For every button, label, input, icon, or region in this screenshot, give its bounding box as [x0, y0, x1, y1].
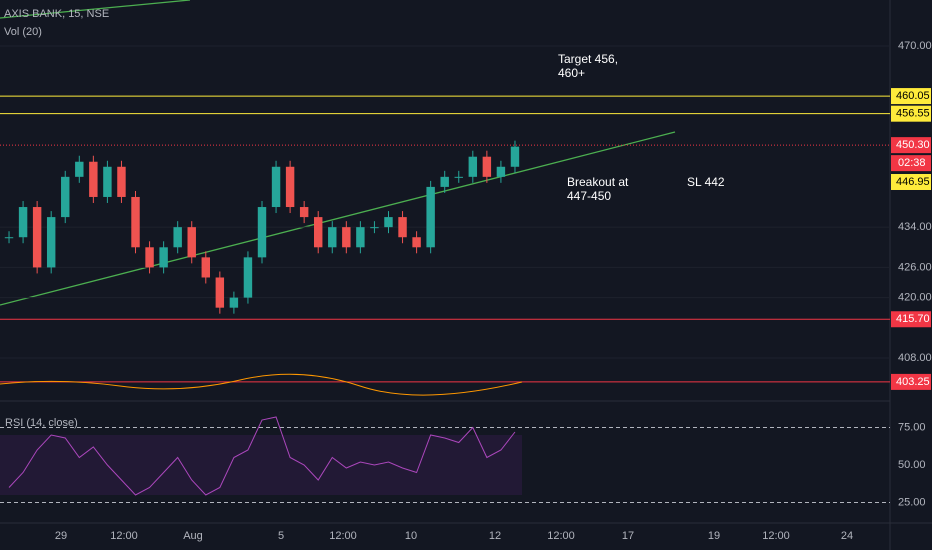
candle-body: [89, 161, 98, 197]
time-tick-label: 19: [708, 530, 720, 542]
trend-line: [0, 131, 676, 306]
time-tick-label: 12:00: [110, 530, 138, 542]
candle-body: [299, 207, 309, 218]
candle-body: [61, 176, 70, 218]
candle-body: [46, 217, 56, 268]
volume-label: Vol (20): [4, 26, 42, 38]
candle-body: [356, 227, 365, 248]
candle-body: [103, 166, 112, 197]
candle-body: [426, 186, 435, 248]
candle-body: [468, 156, 478, 177]
time-tick-label: 10: [405, 530, 417, 542]
candle-body: [482, 156, 492, 177]
price-tag-label: 460.05: [896, 90, 930, 102]
candle-body: [243, 257, 253, 298]
rsi-label: RSI (14, close): [5, 417, 78, 429]
candle-body: [257, 207, 267, 258]
annotation: 447-450: [567, 189, 611, 203]
price-tag-label: 450.30: [896, 139, 930, 151]
time-tick-label: 12:00: [329, 530, 357, 542]
candle-body: [370, 227, 379, 229]
time-tick-label: Aug: [183, 530, 203, 542]
rsi-line: [8, 416, 516, 496]
price-tag: [891, 88, 931, 105]
candle-body: [201, 257, 210, 278]
time-tick-label: 17: [622, 530, 634, 542]
candle-body: [229, 297, 239, 308]
price-tag-label: 446.95: [896, 176, 930, 188]
price-tag: [891, 105, 931, 122]
candle-body: [440, 176, 449, 187]
candle-body: [510, 146, 520, 167]
price-tag: [891, 173, 931, 190]
candle-body: [187, 227, 196, 258]
time-tick-label: 12:00: [547, 530, 575, 542]
price-tick-label: 470.00: [898, 40, 932, 52]
candle-body: [173, 227, 182, 248]
candle-body: [159, 247, 168, 268]
price-tag-label: 415.70: [896, 313, 930, 325]
candle-body: [496, 166, 506, 177]
candle-body: [285, 166, 295, 208]
rsi-tick-label: 50.00: [898, 459, 926, 471]
time-tick-label: 12: [489, 530, 501, 542]
rsi-band: [0, 435, 522, 495]
countdown-tag: [891, 155, 931, 172]
symbol: AXIS BANK, 15, NSE: [4, 8, 109, 20]
price-tag: [891, 137, 931, 154]
candle-body: [412, 237, 421, 248]
price-tag: [891, 373, 931, 390]
candle-body: [271, 166, 281, 208]
price-tag-label: 403.25: [896, 376, 930, 388]
candle-body: [314, 217, 323, 248]
rsi-tick-label: 25.00: [898, 496, 926, 508]
rsi-tick-label: 75.00: [898, 421, 926, 433]
price-tick-label: 408.00: [898, 352, 932, 364]
candle-body: [454, 176, 463, 178]
annotation: 460+: [558, 66, 585, 80]
time-tick-label: 24: [841, 530, 853, 542]
candle-body: [145, 247, 154, 268]
candle-body: [75, 161, 84, 177]
candle-body: [384, 217, 393, 228]
candle-body: [398, 217, 407, 238]
volume-ma: [0, 373, 523, 396]
candle-body: [215, 277, 225, 308]
annotation: Target 456,: [558, 52, 618, 66]
price-tag-label: 456.55: [896, 108, 930, 120]
time-tick-label: 5: [278, 530, 284, 542]
annotation: SL 442: [687, 175, 725, 189]
time-tick-label: 29: [55, 530, 67, 542]
candle-body: [4, 237, 14, 239]
time-tick-label: 12:00: [762, 530, 790, 542]
candle-body: [32, 207, 42, 268]
price-tick-label: 426.00: [898, 261, 932, 273]
candle-body: [117, 166, 126, 197]
annotation: Breakout at: [567, 175, 629, 189]
candle-body: [342, 227, 351, 248]
price-tick-label: 434.00: [898, 221, 932, 233]
candle-body: [131, 196, 140, 248]
price-tag: [891, 311, 931, 328]
price-tick-label: 420.00: [898, 292, 932, 304]
candle-body: [328, 227, 337, 248]
trend-line: [0, 0, 191, 19]
candle-body: [18, 207, 28, 238]
countdown: 02:38: [898, 157, 926, 169]
